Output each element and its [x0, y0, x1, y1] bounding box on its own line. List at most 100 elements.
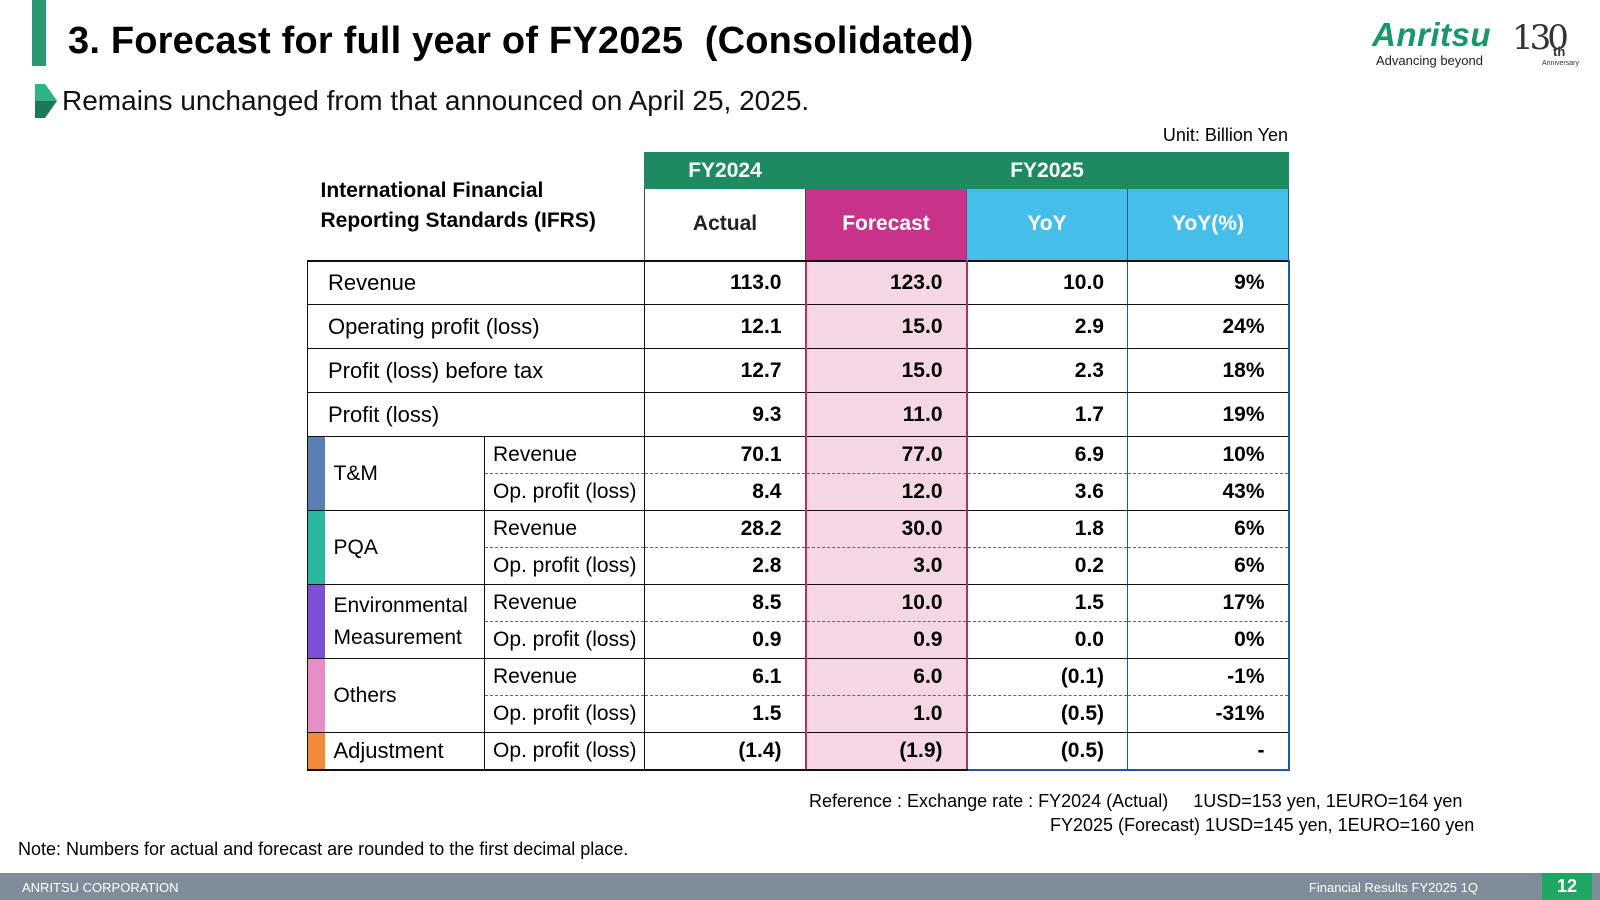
cell-yoy-pct: 24% — [1127, 304, 1290, 349]
cell-yoy: 6.9 — [966, 436, 1128, 474]
cell-forecast: (1.9) — [804, 732, 968, 771]
cell-yoy-pct: 18% — [1127, 348, 1290, 393]
anniversary-label: Anniversary — [1542, 60, 1579, 67]
anniversary-suffix: th — [1553, 44, 1566, 59]
sub-row-label: Revenue — [484, 436, 645, 474]
cell-forecast: 15.0 — [804, 348, 968, 393]
cell-yoy: 0.0 — [966, 621, 1128, 659]
cell-actual: 1.5 — [644, 695, 806, 733]
cell-actual: 8.5 — [644, 584, 806, 622]
segment-name: PQA — [324, 510, 485, 585]
cell-yoy-pct: -1% — [1127, 658, 1290, 696]
cell-forecast: 11.0 — [804, 392, 968, 437]
cell-forecast: 10.0 — [804, 584, 968, 622]
cell-forecast: 6.0 — [804, 658, 968, 696]
exchange-rate-reference-line2: FY2025 (Forecast) 1USD=145 yen, 1EURO=16… — [1050, 815, 1475, 835]
group-header-fy2025: FY2025 — [805, 152, 1289, 189]
sub-row-label: Revenue — [484, 510, 645, 548]
ifrs-label-line1: International Financial — [320, 179, 544, 202]
sub-row-label: Op. profit (loss) — [484, 621, 645, 659]
forecast-table: International Financial Reporting Standa… — [307, 152, 1290, 771]
segment-name-line1: Environmental — [333, 593, 468, 617]
segment-color-strip — [307, 658, 325, 733]
cell-forecast: 1.0 — [804, 695, 968, 733]
segment-name: Adjustment — [324, 732, 485, 771]
cell-yoy: 3.6 — [966, 473, 1128, 511]
col-header-yoy-pct: YoY(%) — [1127, 188, 1289, 261]
cell-yoy: (0.1) — [966, 658, 1128, 696]
col-header-actual: Actual — [644, 188, 806, 261]
footer-company: ANRITSU CORPORATION — [22, 880, 179, 895]
sub-row-label: Revenue — [484, 584, 645, 622]
segment-color-strip — [307, 732, 325, 771]
page-subtitle: Remains unchanged from that announced on… — [62, 85, 810, 116]
cell-forecast: 3.0 — [804, 547, 968, 585]
col-header-yoy: YoY — [966, 188, 1128, 261]
cell-yoy-pct: 19% — [1127, 392, 1290, 437]
segment-color-strip — [307, 436, 325, 511]
anniversary-mark: 130 th Anniversary — [1512, 18, 1579, 72]
sub-row-label: Op. profit (loss) — [484, 732, 645, 771]
cell-forecast: 12.0 — [804, 473, 968, 511]
exchange-rate-reference-line1: Reference : Exchange rate : FY2024 (Actu… — [809, 791, 1463, 811]
cell-yoy-pct: -31% — [1127, 695, 1290, 733]
footer-bar: ANRITSU CORPORATION Financial Results FY… — [0, 873, 1600, 900]
page-title: 3. Forecast for full year of FY2025 (Con… — [68, 20, 974, 62]
col-header-forecast: Forecast — [805, 188, 967, 261]
cell-actual: 12.1 — [644, 304, 806, 349]
ifrs-header: International Financial Reporting Standa… — [308, 153, 645, 261]
segment-color-strip — [307, 584, 325, 659]
sub-row-label: Op. profit (loss) — [484, 695, 645, 733]
cell-yoy: (0.5) — [966, 732, 1128, 771]
cell-forecast: 15.0 — [804, 304, 968, 349]
row-label: Revenue — [307, 259, 645, 305]
cell-yoy-pct: 10% — [1127, 436, 1290, 474]
sub-row-label: Op. profit (loss) — [484, 547, 645, 585]
cell-actual: 2.8 — [644, 547, 806, 585]
cell-yoy: 0.2 — [966, 547, 1128, 585]
unit-label: Unit: Billion Yen — [1162, 125, 1288, 145]
cell-yoy: 2.3 — [966, 348, 1128, 393]
sub-row-label: Revenue — [484, 658, 645, 696]
title-accent-bar — [32, 0, 46, 66]
cell-actual: 9.3 — [644, 392, 806, 437]
company-logo: Anritsu Advancing beyond 130 th Annivers… — [1372, 16, 1582, 72]
cell-yoy: 10.0 — [966, 259, 1128, 305]
segment-name: T&M — [324, 436, 485, 511]
cell-actual: 6.1 — [644, 658, 806, 696]
cell-forecast: 123.0 — [804, 259, 968, 305]
rounding-note: Note: Numbers for actual and forecast ar… — [18, 839, 629, 859]
cell-yoy: 1.5 — [966, 584, 1128, 622]
footer-doc-title: Financial Results FY2025 1Q — [1308, 880, 1478, 895]
row-label: Profit (loss) — [307, 392, 645, 437]
cell-yoy: 1.8 — [966, 510, 1128, 548]
ifrs-label-line2: Reporting Standards (IFRS) — [320, 209, 596, 232]
group-header-fy2024: FY2024 — [644, 152, 806, 189]
cell-yoy-pct: 43% — [1127, 473, 1290, 511]
cell-yoy-pct: 17% — [1127, 584, 1290, 622]
logo-tagline: Advancing beyond — [1376, 53, 1483, 68]
logo-wordmark: Anritsu — [1372, 16, 1491, 53]
cell-yoy-pct: 6% — [1127, 510, 1290, 548]
cell-actual: 113.0 — [644, 259, 806, 305]
row-label: Profit (loss) before tax — [307, 348, 645, 393]
cell-actual: (1.4) — [644, 732, 806, 771]
cell-yoy-pct: 0% — [1127, 621, 1290, 659]
segment-name: Environmental Measurement — [324, 584, 485, 659]
row-label: Operating profit (loss) — [307, 304, 645, 349]
page-number: 12 — [1542, 873, 1592, 900]
segment-name-line2: Measurement — [333, 625, 462, 649]
anniversary-number: 130 — [1512, 18, 1569, 58]
cell-actual: 70.1 — [644, 436, 806, 474]
cell-yoy-pct: 9% — [1127, 259, 1290, 305]
cell-actual: 28.2 — [644, 510, 806, 548]
segment-name: Others — [324, 658, 485, 733]
cell-yoy: 2.9 — [966, 304, 1128, 349]
cell-yoy-pct: 6% — [1127, 547, 1290, 585]
cell-yoy: 1.7 — [966, 392, 1128, 437]
cell-actual: 0.9 — [644, 621, 806, 659]
cell-actual: 12.7 — [644, 348, 806, 393]
cell-forecast: 0.9 — [804, 621, 968, 659]
cell-yoy: (0.5) — [966, 695, 1128, 733]
cell-forecast: 30.0 — [804, 510, 968, 548]
